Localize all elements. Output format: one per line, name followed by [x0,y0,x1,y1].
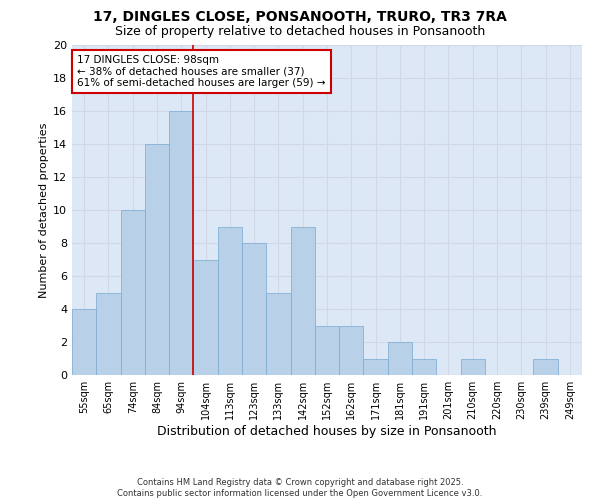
Bar [339,326,364,375]
Bar [96,292,121,375]
Bar [193,260,218,375]
Bar [315,326,339,375]
Bar [266,292,290,375]
Bar [364,358,388,375]
Text: Contains HM Land Registry data © Crown copyright and database right 2025.
Contai: Contains HM Land Registry data © Crown c… [118,478,482,498]
Text: 17 DINGLES CLOSE: 98sqm
← 38% of detached houses are smaller (37)
61% of semi-de: 17 DINGLES CLOSE: 98sqm ← 38% of detache… [77,55,326,88]
Y-axis label: Number of detached properties: Number of detached properties [39,122,49,298]
Bar [145,144,169,375]
Text: Size of property relative to detached houses in Ponsanooth: Size of property relative to detached ho… [115,25,485,38]
Bar [533,358,558,375]
Bar [169,111,193,375]
Bar [388,342,412,375]
Text: 17, DINGLES CLOSE, PONSANOOTH, TRURO, TR3 7RA: 17, DINGLES CLOSE, PONSANOOTH, TRURO, TR… [93,10,507,24]
X-axis label: Distribution of detached houses by size in Ponsanooth: Distribution of detached houses by size … [157,425,497,438]
Bar [72,309,96,375]
Bar [290,226,315,375]
Bar [242,243,266,375]
Bar [412,358,436,375]
Bar [218,226,242,375]
Bar [121,210,145,375]
Bar [461,358,485,375]
